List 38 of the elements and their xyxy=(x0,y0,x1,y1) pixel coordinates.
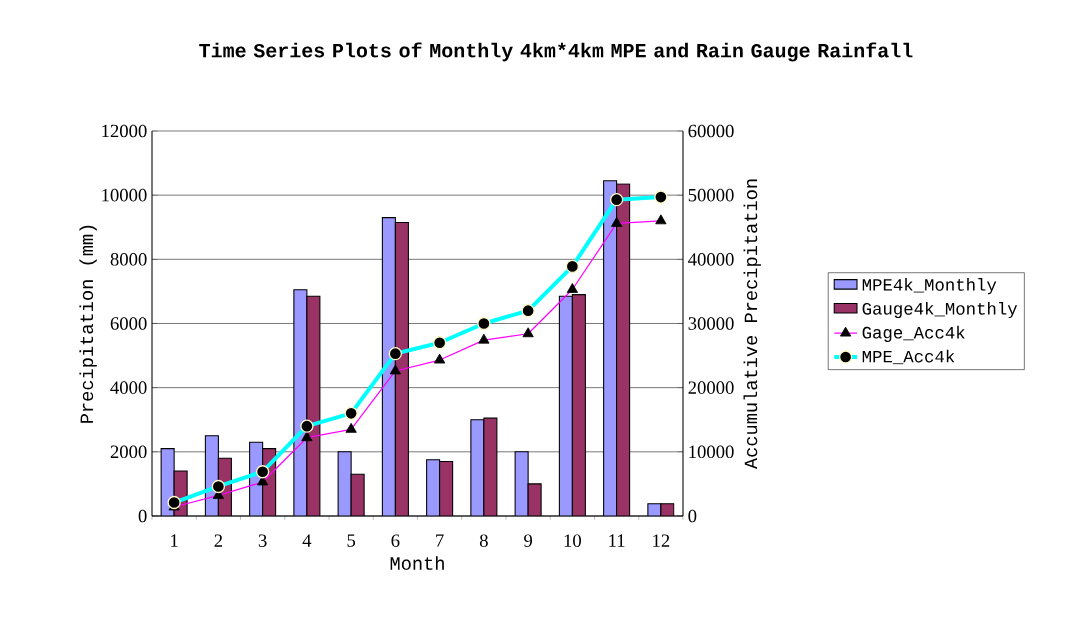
x-tick-label: 3 xyxy=(258,534,267,547)
x-axis-title: Month xyxy=(390,556,444,570)
bar xyxy=(426,459,440,516)
y-tick-label: 2000 xyxy=(110,445,147,459)
x-tick-label: 2 xyxy=(214,534,223,547)
y-tick-label: 10000 xyxy=(102,188,147,202)
y2-tick-label: 30000 xyxy=(688,317,734,330)
x-tick-label: 5 xyxy=(347,534,356,547)
x-tick-label: 12 xyxy=(653,534,670,547)
y-tick-label: 4000 xyxy=(110,381,147,394)
y-tick-label: 6000 xyxy=(110,317,147,330)
chart-title: Time Series Plots of Monthly 4km*4km MPE and Rain Gauge Rainfall xyxy=(199,42,913,62)
y2-tick-label: 40000 xyxy=(688,253,734,266)
legend-label: MPE_Acc4k xyxy=(862,349,955,365)
bar xyxy=(559,296,573,516)
y-tick-label: 12000 xyxy=(102,124,147,138)
y2-axis-title: Accumulative Precipitation xyxy=(743,179,761,470)
x-tick-label: 11 xyxy=(609,534,625,547)
x-tick-label: 9 xyxy=(524,534,533,547)
y2-tick-label: 50000 xyxy=(688,188,734,202)
y2-tick-label: 20000 xyxy=(688,381,734,394)
x-tick-label: 4 xyxy=(302,534,312,547)
y2-tick-label: 10000 xyxy=(689,445,734,459)
x-tick-label: 6 xyxy=(391,534,400,547)
legend-label: Gauge4k_Monthly xyxy=(862,301,1018,319)
bar xyxy=(439,461,453,516)
bar xyxy=(572,294,586,516)
x-tick-label: 8 xyxy=(479,534,488,547)
y-tick-label: 8000 xyxy=(110,253,147,266)
y2-tick-label: 60000 xyxy=(688,124,734,138)
x-tick-label: 7 xyxy=(436,534,444,547)
y2-tick-label: 0 xyxy=(688,509,697,523)
y-axis-title: Precipitation (mm) xyxy=(79,225,97,423)
legend-label: Gage_Acc4k xyxy=(862,325,965,342)
x-tick-label: 10 xyxy=(564,534,581,547)
legend-label: MPE4k_Monthly xyxy=(862,278,997,295)
x-tick-label: 1 xyxy=(171,534,178,547)
y-tick-label: 0 xyxy=(138,509,147,523)
